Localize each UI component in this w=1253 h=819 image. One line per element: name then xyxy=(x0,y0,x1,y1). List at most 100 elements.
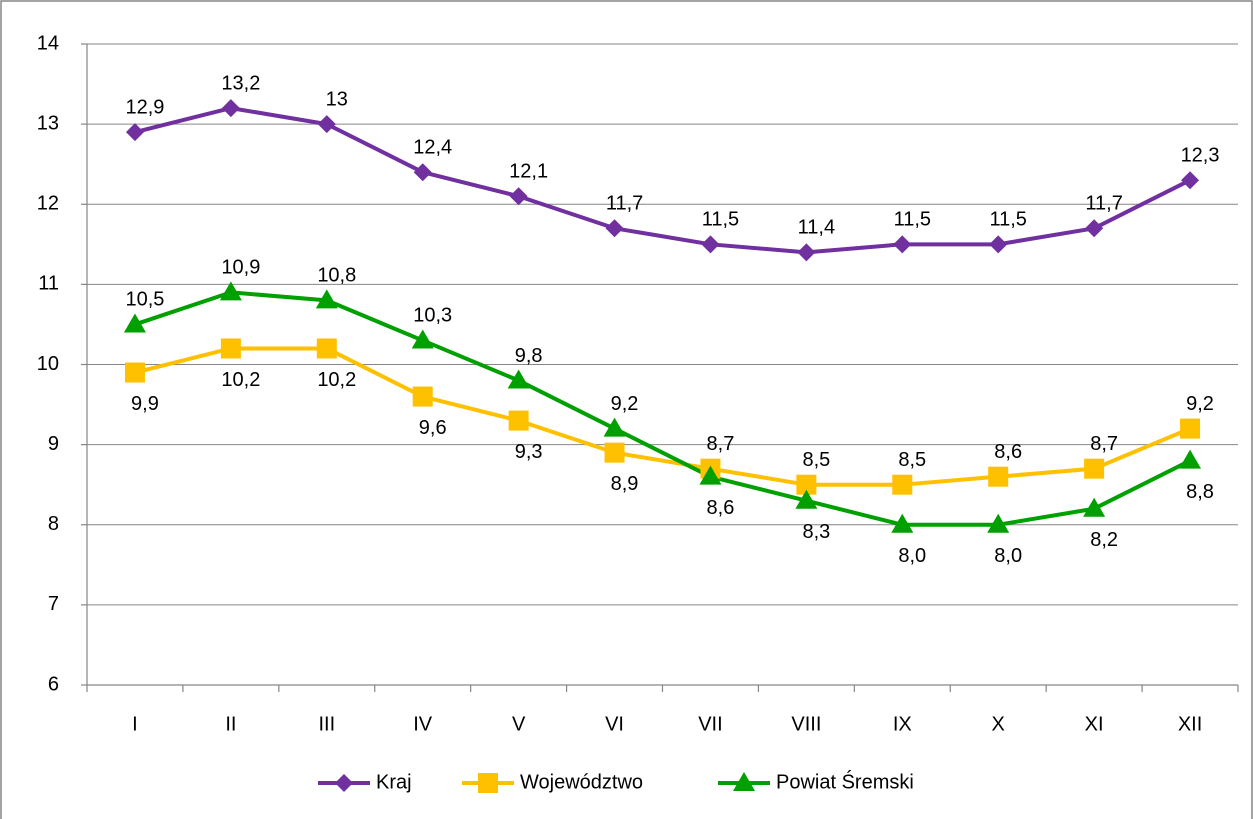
data-label: 10,8 xyxy=(317,265,356,287)
data-label: 9,2 xyxy=(1186,393,1214,415)
data-label: 8,0 xyxy=(994,545,1022,567)
marker xyxy=(124,362,145,383)
data-label: 8,5 xyxy=(802,449,830,471)
x-tick-label: IV xyxy=(413,713,433,735)
data-label: 8,2 xyxy=(1090,529,1118,551)
x-tick-label: V xyxy=(512,713,526,735)
marker xyxy=(221,99,240,118)
legend-label: Województwo xyxy=(520,771,643,793)
legend-label: Kraj xyxy=(376,771,412,793)
marker xyxy=(316,338,337,359)
x-tick-label: III xyxy=(318,713,335,735)
marker xyxy=(220,338,241,359)
marker xyxy=(123,313,146,333)
marker xyxy=(988,466,1009,487)
legend-label: Powiat Śremski xyxy=(776,769,914,793)
marker xyxy=(1083,497,1106,517)
data-label: 9,2 xyxy=(611,393,639,415)
y-tick-label: 10 xyxy=(37,353,59,375)
marker xyxy=(317,115,336,134)
data-label: 11,5 xyxy=(702,209,739,231)
x-tick-label: VI xyxy=(605,713,624,735)
y-tick-label: 6 xyxy=(48,673,59,695)
y-tick-label: 7 xyxy=(48,593,59,615)
y-tick-label: 8 xyxy=(48,513,59,535)
data-label: 8,9 xyxy=(611,473,639,495)
legend-marker xyxy=(478,773,498,793)
data-label: 12,4 xyxy=(413,136,452,158)
series-line xyxy=(134,106,1191,255)
marker xyxy=(509,187,528,206)
marker xyxy=(315,289,338,309)
marker xyxy=(1085,219,1104,238)
data-label: 11,7 xyxy=(606,193,643,215)
x-tick-label: I xyxy=(132,713,138,735)
data-label: 12,1 xyxy=(509,161,548,183)
marker xyxy=(892,474,913,495)
y-tick-label: 14 xyxy=(37,32,59,54)
data-label: 9,9 xyxy=(131,393,159,415)
data-label: 12,3 xyxy=(1181,144,1220,166)
series-line xyxy=(134,346,1191,487)
marker xyxy=(795,489,818,509)
data-label: 10,5 xyxy=(125,289,164,311)
x-tick-label: II xyxy=(225,713,236,735)
data-label: 10,9 xyxy=(221,257,260,279)
data-label: 9,3 xyxy=(515,441,543,463)
x-tick-label: XII xyxy=(1178,713,1202,735)
y-tick-label: 11 xyxy=(38,273,59,295)
data-label: 8,6 xyxy=(994,441,1022,463)
legend-marker xyxy=(335,774,353,792)
y-tick-label: 13 xyxy=(37,112,59,134)
x-tick-label: X xyxy=(992,713,1005,735)
series-line xyxy=(134,290,1191,527)
data-label: 11,5 xyxy=(894,209,931,231)
marker xyxy=(413,163,432,182)
marker xyxy=(1180,418,1201,439)
marker xyxy=(989,235,1008,254)
data-label: 13 xyxy=(326,88,348,110)
x-tick-label: VIII xyxy=(791,713,821,735)
marker xyxy=(412,386,433,407)
data-label: 12,9 xyxy=(125,96,164,118)
x-tick-label: IX xyxy=(893,713,912,735)
marker xyxy=(604,442,625,463)
data-label: 8,6 xyxy=(707,497,735,519)
marker xyxy=(507,369,530,389)
data-label: 8,8 xyxy=(1186,481,1214,503)
legend-marker xyxy=(733,772,755,791)
marker xyxy=(1179,449,1202,469)
marker xyxy=(797,243,816,262)
data-label: 8,3 xyxy=(802,521,830,543)
data-label: 10,2 xyxy=(221,369,260,391)
data-label: 11,7 xyxy=(1085,193,1122,215)
marker xyxy=(411,329,434,349)
marker xyxy=(603,417,626,437)
data-label: 10,3 xyxy=(413,305,452,327)
marker xyxy=(701,235,720,254)
marker xyxy=(891,513,914,533)
marker xyxy=(219,281,242,301)
x-tick-label: VII xyxy=(698,713,722,735)
marker xyxy=(1181,171,1200,190)
data-label: 8,0 xyxy=(898,545,926,567)
marker xyxy=(1084,458,1105,479)
data-label: 11,4 xyxy=(798,217,835,239)
marker xyxy=(796,474,817,495)
marker xyxy=(987,513,1010,533)
marker xyxy=(893,235,912,254)
y-tick-label: 9 xyxy=(48,433,59,455)
marker xyxy=(125,123,144,142)
marker xyxy=(508,410,529,431)
data-label: 8,5 xyxy=(898,449,926,471)
marker xyxy=(605,219,624,238)
data-label: 9,6 xyxy=(419,417,447,439)
data-label: 10,2 xyxy=(317,369,356,391)
data-label: 9,8 xyxy=(515,345,543,367)
data-label: 11,5 xyxy=(989,209,1026,231)
data-label: 8,7 xyxy=(1090,433,1118,455)
marker xyxy=(699,465,722,485)
x-tick-label: XI xyxy=(1085,713,1104,735)
